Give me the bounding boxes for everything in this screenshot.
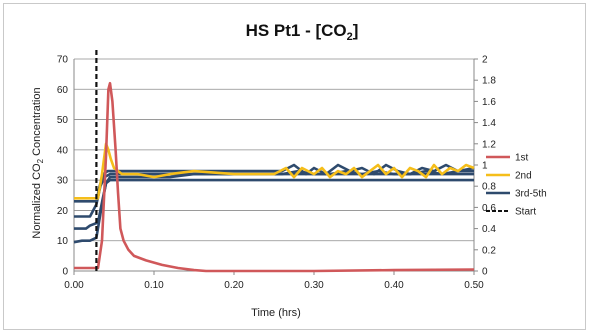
y-axis-title-before: Normalized CO xyxy=(31,163,43,239)
y-axis-right-ticks: 0 0.2 0.4 0.6 0.8 1 1.2 1.4 1.6 1.8 2 xyxy=(474,55,496,278)
series-line-0 xyxy=(74,81,475,273)
y-tick-label: 50 xyxy=(57,115,69,126)
y-tick-label: 60 xyxy=(57,85,69,96)
y2-tick-label: 0.4 xyxy=(482,224,496,235)
x-axis-title: Time (hrs) xyxy=(251,307,301,319)
y-tick-label: 20 xyxy=(57,206,69,217)
legend-label-0: 1st xyxy=(515,153,529,164)
legend: 1st 2nd 3rd-5th Start xyxy=(486,153,547,218)
x-tick-label: 0.40 xyxy=(384,280,404,291)
legend-label-6: Start xyxy=(515,207,536,218)
y-axis-title: Normalized CO2 Concentration xyxy=(31,87,45,238)
y2-tick-label: 0.2 xyxy=(482,245,496,256)
y-tick-label: 30 xyxy=(57,176,69,187)
y2-tick-label: 1.2 xyxy=(482,139,496,150)
legend-label-1: 2nd xyxy=(515,171,532,182)
y-tick-label: 70 xyxy=(57,55,69,66)
y2-tick-label: 1 xyxy=(482,161,488,172)
y-tick-label: 0 xyxy=(62,267,68,278)
y2-tick-label: 0.8 xyxy=(482,182,496,193)
x-tick-label: 0.30 xyxy=(304,280,324,291)
y-axis-left-ticks: 0 10 20 30 40 50 60 70 xyxy=(57,55,69,278)
legend-label-2: 3rd-5th xyxy=(515,189,547,200)
series-layer xyxy=(73,49,475,273)
x-tick-label: 0.10 xyxy=(144,280,164,291)
y-axis-title-after: Concentration xyxy=(31,87,43,159)
y2-tick-label: 1.6 xyxy=(482,97,496,108)
y2-tick-label: 1.4 xyxy=(482,118,496,129)
series-line-5 xyxy=(73,178,474,244)
chart-title-close: ] xyxy=(353,21,359,40)
x-tick-label: 0.00 xyxy=(64,280,84,291)
x-tick-label: 0.20 xyxy=(224,280,244,291)
series-line-1 xyxy=(74,142,475,200)
y-gridlines xyxy=(74,58,474,272)
chart-title-subscript: 2 xyxy=(347,31,353,43)
y-axis-title-subscript: 2 xyxy=(36,158,45,163)
y2-tick-label: 0 xyxy=(482,267,488,278)
x-axis-ticks: 0.00 0.10 0.20 0.30 0.40 0.50 xyxy=(64,271,484,291)
chart-title-main: HS Pt1 - [CO xyxy=(246,21,347,40)
y-tick-label: 40 xyxy=(57,145,69,156)
y2-tick-label: 0.6 xyxy=(482,203,496,214)
y2-tick-label: 2 xyxy=(482,55,488,66)
chart-title: HS Pt1 - [CO2] xyxy=(246,21,359,43)
y-tick-label: 10 xyxy=(57,236,69,247)
y2-tick-label: 1.8 xyxy=(482,76,496,87)
x-tick-label: 0.50 xyxy=(464,280,484,291)
